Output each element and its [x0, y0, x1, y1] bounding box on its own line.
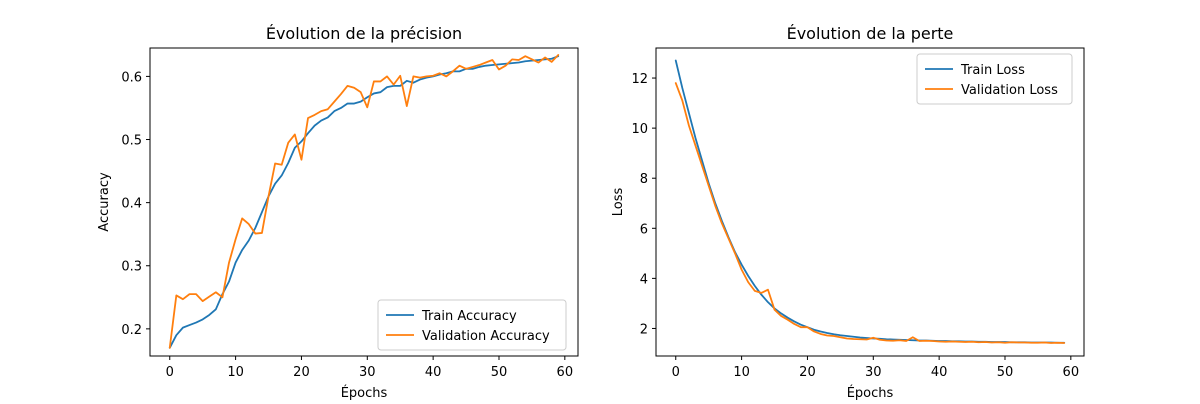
series-line-validation-loss	[674, 82, 1066, 344]
y-tick-label: 2	[640, 322, 648, 337]
x-tick-label: 30	[359, 365, 376, 380]
legend-label: Train Loss	[960, 63, 1025, 78]
plot-area-frame	[655, 47, 1085, 357]
x-tick-label: 10	[733, 365, 750, 380]
x-tick-label: 30	[865, 365, 882, 380]
series-group	[674, 59, 1066, 344]
y-tick-label: 10	[631, 122, 648, 137]
chart-title: Évolution de la précision	[266, 24, 462, 43]
y-tick-label: 0.2	[121, 323, 142, 338]
x-tick-label: 40	[931, 365, 948, 380]
x-tick-label: 0	[672, 365, 680, 380]
y-tick-label: 0.5	[121, 134, 142, 149]
y-axis-label: Loss	[611, 188, 626, 217]
x-tick-label: 0	[166, 365, 174, 380]
y-tick-label: 4	[640, 272, 648, 287]
x-tick-label: 50	[491, 365, 508, 380]
legend-box	[377, 299, 567, 351]
x-tick-label: 40	[425, 365, 442, 380]
series-group	[168, 54, 560, 349]
legend: Train Loss Validation Loss	[916, 53, 1073, 105]
chart-panel-1: 0 10 20 30 40 50 60 0.2 0.3 0.4 0.5 0.6 Évolution de…	[97, 24, 579, 401]
y-tick-label: 12	[631, 72, 648, 87]
y-axis-label: Accuracy	[97, 172, 112, 232]
legend-box	[916, 53, 1073, 105]
x-axis-label: Épochs	[847, 385, 894, 400]
chart-panel-2: 0 10 20 30 40 50 60 2 4 6 8 10 12 Évolution de la per…	[611, 24, 1085, 401]
x-tick-label: 60	[557, 365, 574, 380]
series-line-validation-accuracy	[168, 54, 560, 349]
legend-label: Validation Accuracy	[422, 329, 550, 344]
x-tick-label: 10	[227, 365, 244, 380]
x-tick-label: 20	[293, 365, 310, 380]
x-tick-label: 20	[799, 365, 816, 380]
x-axis-label: Épochs	[341, 385, 388, 400]
y-tick-label: 8	[640, 172, 648, 187]
y-tick-label: 0.6	[121, 70, 142, 85]
y-tick-label: 6	[640, 222, 648, 237]
legend-label: Train Accuracy	[421, 309, 517, 324]
x-tick-label: 60	[1063, 365, 1080, 380]
chart-title: Évolution de la perte	[787, 24, 954, 43]
legend: Train Accuracy Validation Accuracy	[377, 299, 567, 351]
plot-area-frame	[149, 47, 579, 357]
y-tick-label: 0.4	[121, 197, 142, 212]
legend-label: Validation Loss	[961, 83, 1058, 98]
y-tick-label: 0.3	[121, 260, 142, 275]
x-tick-label: 50	[997, 365, 1014, 380]
